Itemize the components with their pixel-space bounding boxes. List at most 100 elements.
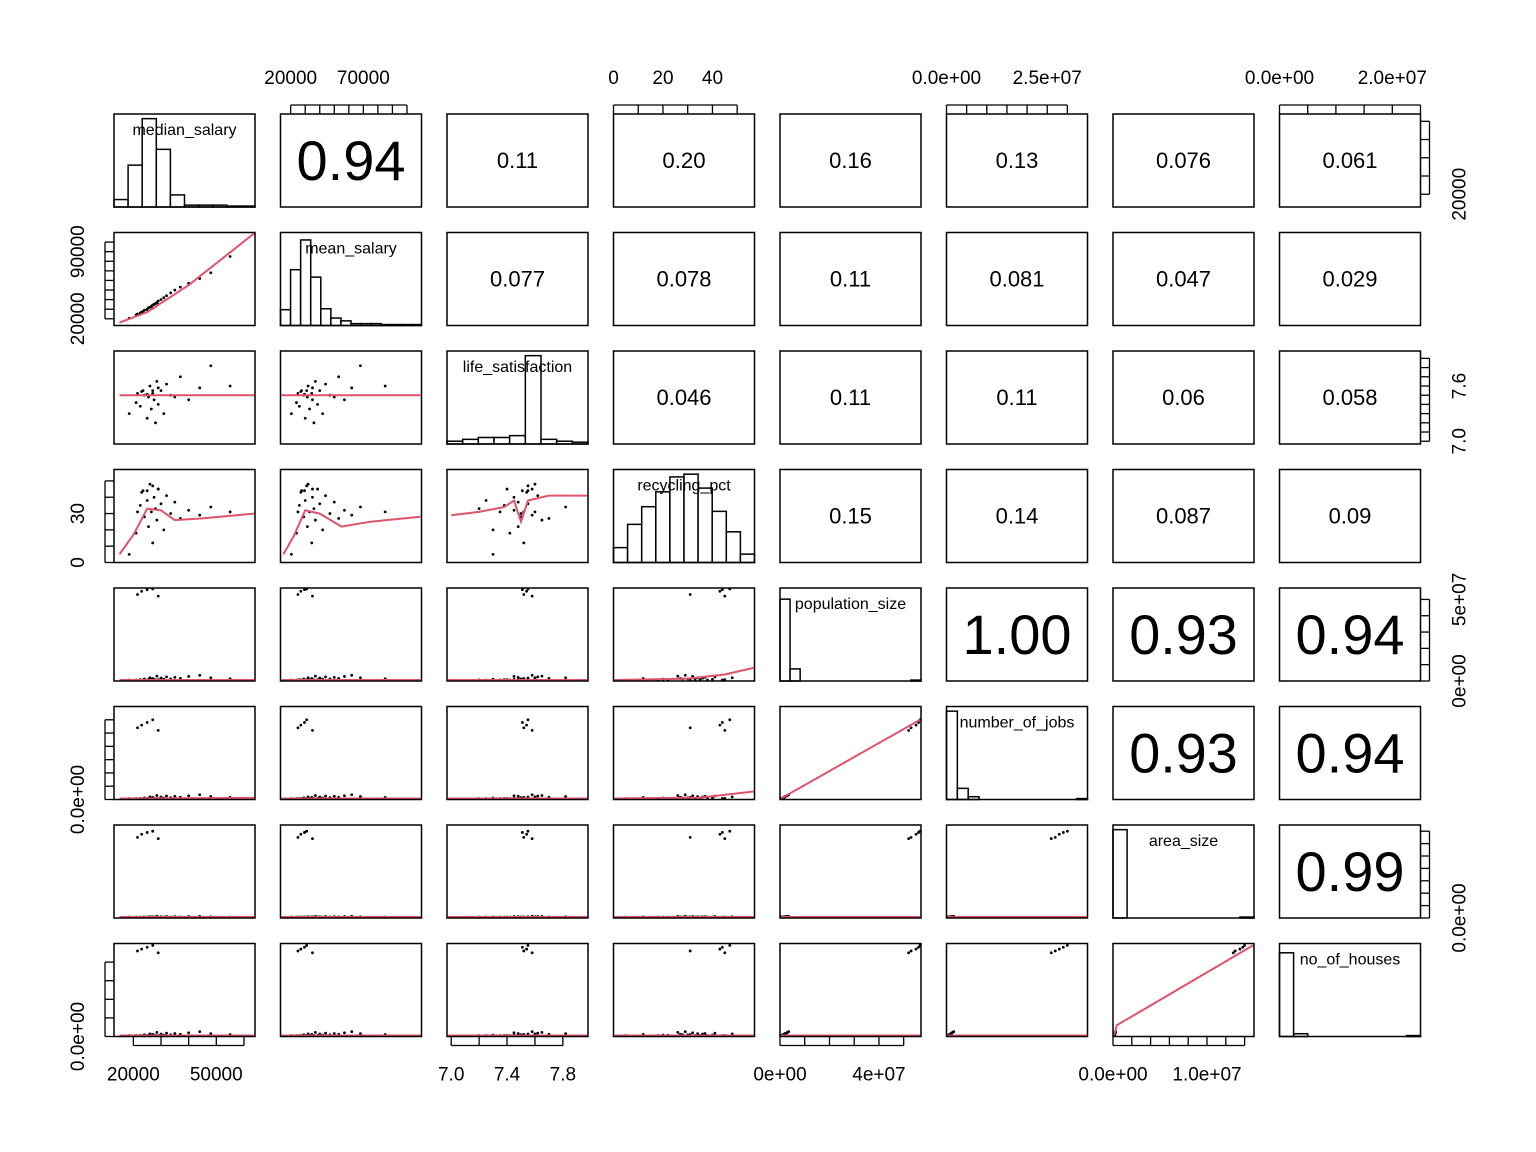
panel-frame: [279, 942, 423, 1038]
loess-smoother-line: [119, 796, 255, 800]
panel-frame: [1278, 231, 1422, 327]
panel-life_satisfaction-area_size: 0.06: [1112, 350, 1255, 445]
scatter-point: [688, 593, 692, 596]
scatter-point: [159, 298, 163, 302]
scatter-point: [564, 1032, 568, 1036]
scatter-point: [530, 729, 534, 732]
scatter-point: [209, 271, 213, 275]
panel-no_of_houses-number_of_jobs: [945, 942, 1089, 1038]
scatter-point: [343, 398, 346, 402]
panel-population_size-life_satisfaction: [446, 587, 589, 682]
scatter-point: [520, 588, 524, 592]
scatter-point: [169, 512, 173, 515]
panel-frame: [945, 942, 1089, 1038]
scatter-point: [187, 1031, 191, 1035]
correlation-value: 0.11: [497, 148, 538, 173]
panel-frame: [446, 824, 589, 919]
panel-no_of_houses-recycling_pct: [612, 942, 756, 1038]
panel-frame: [1278, 942, 1422, 1038]
scatter-point: [169, 291, 173, 295]
histogram-bar: [279, 308, 292, 327]
scatter-point: [530, 487, 534, 491]
axis-tick-label: 4e+07: [852, 1065, 905, 1086]
panel-frame: [779, 587, 922, 682]
scatter-point: [383, 384, 387, 388]
panel-life_satisfaction-mean_salary: [279, 350, 423, 445]
scatter-point: [516, 1032, 520, 1035]
histogram-bar: [655, 491, 671, 564]
loess-smoother-line: [118, 507, 255, 555]
scatter-point: [1057, 832, 1061, 836]
panel-number_of_jobs-population_size: [779, 705, 922, 801]
panel-median_salary-number_of_jobs: 0.13: [945, 113, 1089, 208]
variable-label: area_size: [1149, 833, 1218, 850]
scatter-point: [156, 951, 160, 955]
scatter-point: [306, 384, 310, 388]
panel-median_salary-no_of_houses: 0.061: [1278, 113, 1422, 208]
scatter-point: [520, 831, 524, 834]
scatter-point: [155, 518, 159, 522]
panel-life_satisfaction-life_satisfaction: life_satisfaction: [446, 350, 589, 445]
scatter-point: [1057, 947, 1061, 951]
panel-area_size-population_size: [779, 824, 922, 919]
scatter-point: [311, 951, 314, 955]
scatter-point: [343, 675, 346, 678]
scatter-point: [914, 947, 918, 951]
scatter-point: [297, 503, 301, 507]
scatter-point: [328, 512, 332, 515]
scatter-point: [308, 407, 311, 411]
scatter-point: [162, 528, 166, 532]
panel-population_size-recycling_pct: [612, 587, 756, 682]
axis-tick-label: 20000: [264, 68, 317, 89]
scatter-point: [688, 726, 692, 730]
scatter-point: [718, 947, 722, 951]
scatter-point: [914, 832, 918, 836]
scatter-point: [209, 364, 213, 368]
scatter-point: [209, 676, 213, 680]
scatter-point: [296, 836, 300, 839]
scatter-point: [228, 510, 232, 514]
panel-life_satisfaction-median_salary: [113, 350, 256, 445]
scatter-point: [173, 395, 177, 399]
panel-median_salary-mean_salary: 0.94: [279, 113, 423, 208]
histogram-bar: [320, 308, 332, 327]
correlation-value: 0.11: [996, 385, 1037, 410]
panel-frame: [446, 468, 589, 564]
scatter-point: [165, 494, 168, 498]
scatter-point: [187, 508, 191, 512]
correlation-value: 0.11: [830, 385, 871, 410]
scatter-point: [313, 379, 317, 383]
scatter-point: [311, 729, 314, 732]
variable-label: no_of_houses: [1300, 952, 1401, 969]
scatter-point: [152, 398, 156, 402]
scatter-point: [540, 1031, 544, 1034]
panel-mean_salary-recycling_pct: 0.078: [612, 231, 756, 327]
scatter-point: [162, 412, 166, 416]
scatter-point: [350, 1030, 354, 1034]
scatter-point: [321, 412, 325, 416]
panel-frame: [612, 942, 756, 1038]
panel-life_satisfaction-population_size: 0.11: [779, 350, 922, 445]
panel-frame: [113, 231, 256, 327]
scatter-point: [173, 676, 177, 679]
correlation-value: 0.076: [1156, 148, 1211, 173]
scatter-point: [156, 403, 160, 406]
variable-label: number_of_jobs: [960, 715, 1075, 732]
scatter-point: [148, 384, 152, 388]
scatter-point: [155, 794, 159, 797]
scatter-point: [525, 589, 528, 593]
panel-frame: [446, 705, 589, 801]
correlation-value: 0.94: [1296, 722, 1405, 785]
scatter-point: [173, 288, 177, 292]
panel-no_of_houses-life_satisfaction: [446, 942, 589, 1038]
scatter-point: [198, 1030, 202, 1034]
scatter-point: [145, 416, 149, 420]
scatter-point: [1231, 951, 1235, 955]
scatter-point: [324, 794, 327, 798]
scatter-point: [311, 398, 314, 402]
panel-population_size-population_size: population_size: [779, 587, 922, 682]
axis-tick-label: 7.4: [494, 1065, 521, 1086]
histogram-bar: [1112, 828, 1128, 919]
scatter-point: [530, 837, 534, 841]
correlation-value: 0.078: [656, 267, 711, 292]
